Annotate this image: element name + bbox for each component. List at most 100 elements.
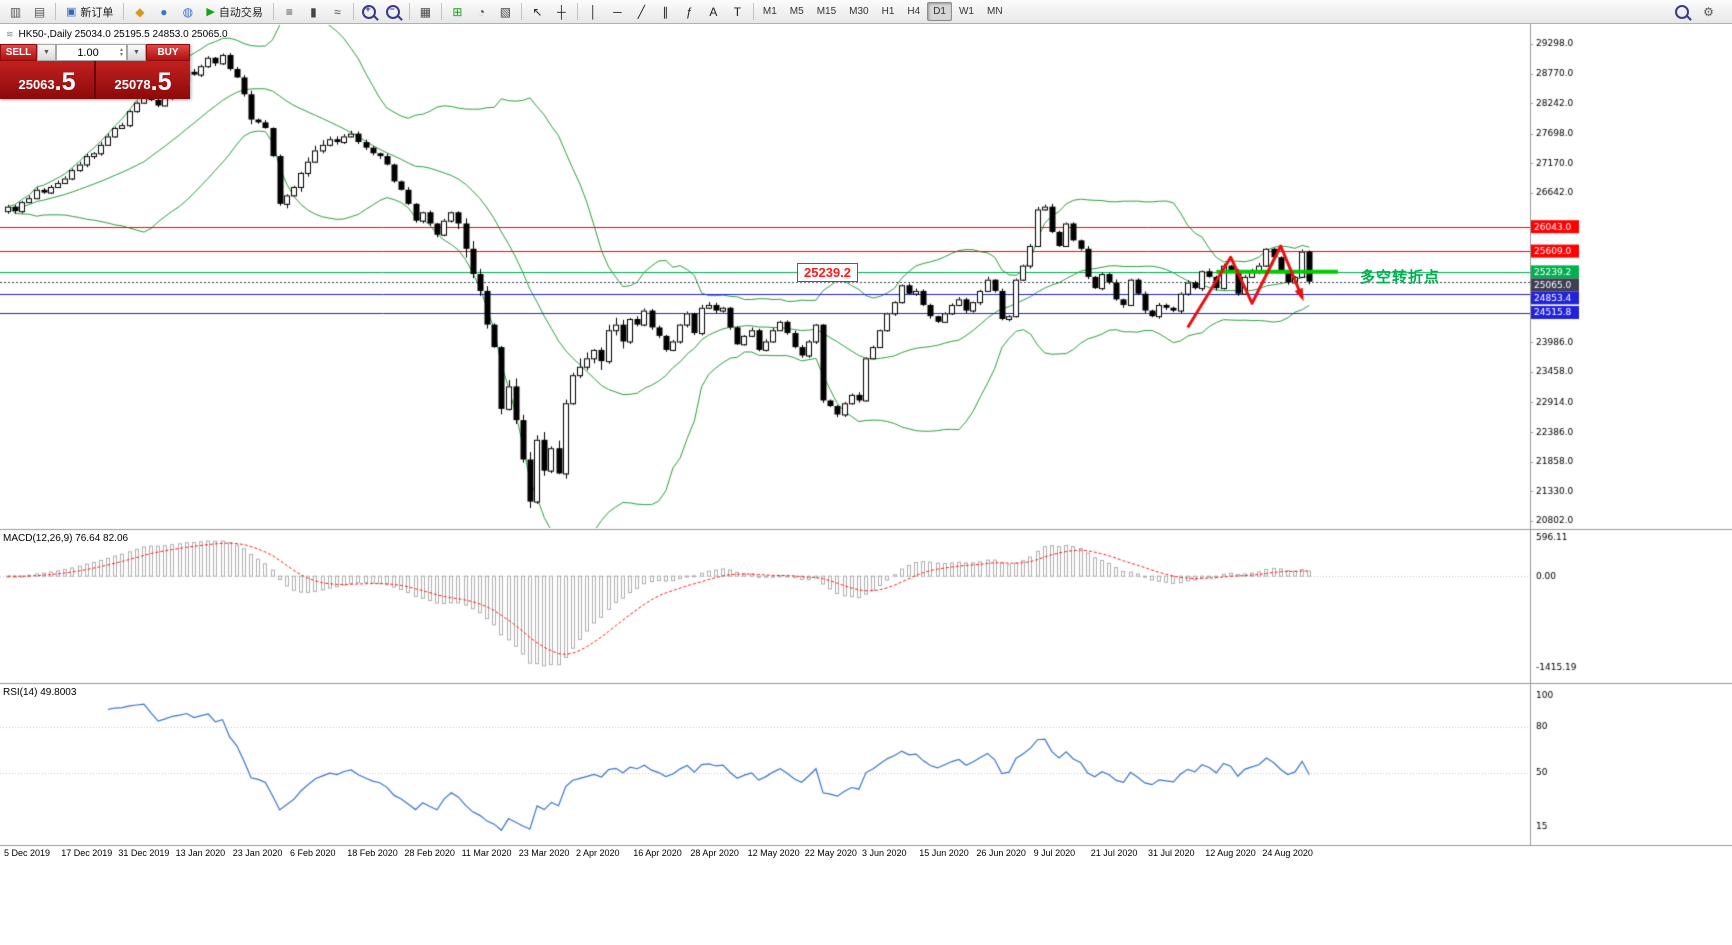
toolbar-right-group: ⚙ [1670, 1, 1728, 23]
toolbar-main-group: ▥ ▤ ▣ 新订单 ◆ ● ◍ ▶ 自动交易 ≡ ▮ ≈ + − ▦ ⊞ ◔ ▧ ↖ ┼ │ ─ ╱ ∥ ƒ A T [4, 1, 757, 23]
tile-windows-icon[interactable]: ▦ [419, 4, 432, 19]
tf-button-w1[interactable]: W1 [958, 6, 974, 17]
toolbar-separator [123, 3, 125, 20]
toolbar-separator [352, 3, 354, 20]
tf-button-m30[interactable]: M30 [849, 6, 869, 17]
sell-price-button[interactable]: 25063 .5 [0, 61, 96, 99]
stepper-up-icon[interactable]: ▲ [119, 46, 124, 53]
stepper-down-icon[interactable]: ▼ [119, 51, 124, 58]
toolbar-separator [55, 3, 56, 20]
date-label: 23 Mar 2020 [518, 848, 570, 858]
date-label: 18 Feb 2020 [347, 848, 398, 858]
search-icon [1674, 4, 1689, 19]
zoom-out-icon[interactable]: − [382, 1, 405, 23]
buy-price-button[interactable]: 25078 .5 [96, 61, 190, 99]
volume-field[interactable]: 1.00 ▲ ▼ [56, 44, 127, 61]
tf-button-h1[interactable]: H1 [881, 6, 895, 17]
zoom-in-icon: + [362, 4, 377, 19]
date-label: 5 Dec 2019 [4, 848, 51, 858]
date-label: 2 Apr 2020 [576, 848, 620, 858]
date-label: 24 Aug 2020 [1262, 848, 1313, 858]
toolbar-separator [520, 3, 522, 20]
tf-button-m5[interactable]: M5 [789, 6, 804, 17]
zoom-out-icon: − [386, 4, 401, 19]
label-icon[interactable]: T [733, 4, 742, 19]
tf-button-h4[interactable]: H4 [907, 6, 921, 17]
crosshair-icon[interactable]: ┼ [557, 4, 566, 19]
buy-button[interactable]: BUY [146, 44, 190, 61]
ohlc-bars-icon[interactable]: ≡ [285, 4, 293, 19]
date-label: 17 Dec 2019 [61, 848, 113, 858]
date-label: 11 Mar 2020 [461, 848, 512, 858]
trendline-icon[interactable]: ╱ [637, 4, 645, 19]
channel-icon[interactable]: ∥ [662, 4, 669, 19]
settings-icon[interactable]: ⚙ [1703, 4, 1714, 19]
volume-value[interactable]: 1.00 [77, 46, 99, 59]
tf-button-d1[interactable]: D1 [927, 2, 952, 21]
timeframe-group: M1 M5 M15 M30 H1 H4 D1 W1 MN [757, 2, 1009, 21]
toolbar: ▥ ▤ ▣ 新订单 ◆ ● ◍ ▶ 自动交易 ≡ ▮ ≈ + − ▦ ⊞ ◔ ▧ ↖ ┼ │ ─ ╱ ∥ ƒ A T M1 M5 M15… [0, 0, 1732, 24]
community-icon[interactable]: ● [160, 4, 168, 19]
date-label: 26 Jun 2020 [976, 848, 1026, 858]
horizontal-line-icon[interactable]: ─ [613, 4, 622, 19]
one-click-trading-panel: SELL ▼ 1.00 ▲ ▼ ▼ BUY 25063 .5 25078 .5 [0, 44, 190, 99]
chart-ohlc-readout: ≋ HK50-,Daily 25034.0 25195.5 24853.0 25… [6, 29, 228, 40]
date-label: 6 Feb 2020 [290, 848, 336, 858]
toolbar-separator [576, 3, 578, 20]
indicators-icon[interactable]: ⊞ [452, 4, 463, 19]
date-label: 21 Jul 2020 [1090, 848, 1138, 858]
buy-price-int: 25078 [114, 77, 151, 92]
date-label: 28 Feb 2020 [404, 848, 455, 858]
toolbar-separator [752, 3, 754, 20]
toolbar-separator [408, 3, 410, 20]
sell-price-int: 25063 [18, 77, 55, 92]
date-label: 13 Jan 2020 [175, 848, 226, 858]
buy-dropdown-icon[interactable]: ▼ [127, 44, 146, 61]
date-label: 12 May 2020 [747, 848, 800, 858]
fibonacci-icon[interactable]: ƒ [686, 4, 693, 19]
turning-point-label[interactable]: 多空转折点 [1360, 269, 1441, 286]
date-label: 12 Aug 2020 [1205, 848, 1256, 858]
toolbar-separator [272, 3, 274, 20]
search-icon[interactable] [1670, 1, 1693, 23]
profiles-icon[interactable]: ▤ [33, 4, 46, 19]
coin-icon[interactable]: ◆ [135, 4, 145, 19]
toolbar-separator [440, 3, 442, 20]
tf-button-m15[interactable]: M15 [816, 6, 837, 17]
cursor-icon[interactable]: ↖ [532, 4, 543, 19]
new-chart-icon[interactable]: ▥ [9, 4, 22, 19]
market-icon[interactable]: ◍ [182, 4, 194, 19]
volume-stepper[interactable]: ▲ ▼ [119, 46, 126, 58]
date-label: 16 Apr 2020 [633, 848, 682, 858]
text-icon[interactable]: A [709, 4, 718, 19]
templates-icon[interactable]: ▧ [499, 4, 512, 19]
date-label: 9 Jul 2020 [1033, 848, 1076, 858]
date-label: 31 Dec 2019 [118, 848, 170, 858]
date-label: 31 Jul 2020 [1148, 848, 1195, 858]
date-label: 28 Apr 2020 [690, 848, 739, 858]
date-label: 15 Jun 2020 [919, 848, 969, 858]
tf-button-m1[interactable]: M1 [762, 6, 777, 17]
price-level-flag[interactable]: 25239.2 [797, 263, 858, 282]
vertical-line-icon[interactable]: │ [589, 4, 598, 19]
chart-comment-icon: ≋ [6, 29, 14, 39]
line-chart-icon[interactable]: ≈ [334, 4, 341, 19]
sell-button[interactable]: SELL [0, 44, 37, 61]
date-label: 22 May 2020 [804, 848, 857, 858]
tf-button-mn[interactable]: MN [986, 6, 1003, 17]
candlestick-icon[interactable]: ▮ [310, 4, 317, 19]
time-axis[interactable]: 5 Dec 2019 17 Dec 2019 31 Dec 2019 13 Jan 2… [0, 847, 1530, 861]
rsi-indicator-label: RSI(14) 49.8003 [3, 687, 77, 698]
new-order-button[interactable]: ▣ 新订单 [66, 6, 114, 19]
symbol-ohlc-text: HK50-,Daily 25034.0 25195.5 24853.0 2506… [18, 29, 228, 40]
date-label: 3 Jun 2020 [862, 848, 907, 858]
macd-indicator-label: MACD(12,26,9) 76.64 82.06 [3, 533, 129, 544]
autotrading-button[interactable]: ▶ 自动交易 [206, 6, 263, 19]
date-label: 23 Jan 2020 [232, 848, 283, 858]
sell-dropdown-icon[interactable]: ▼ [37, 44, 56, 61]
zoom-in-icon[interactable]: + [358, 1, 381, 23]
periods-icon[interactable]: ◔ [477, 4, 485, 19]
sell-price-frac: .5 [54, 68, 76, 96]
